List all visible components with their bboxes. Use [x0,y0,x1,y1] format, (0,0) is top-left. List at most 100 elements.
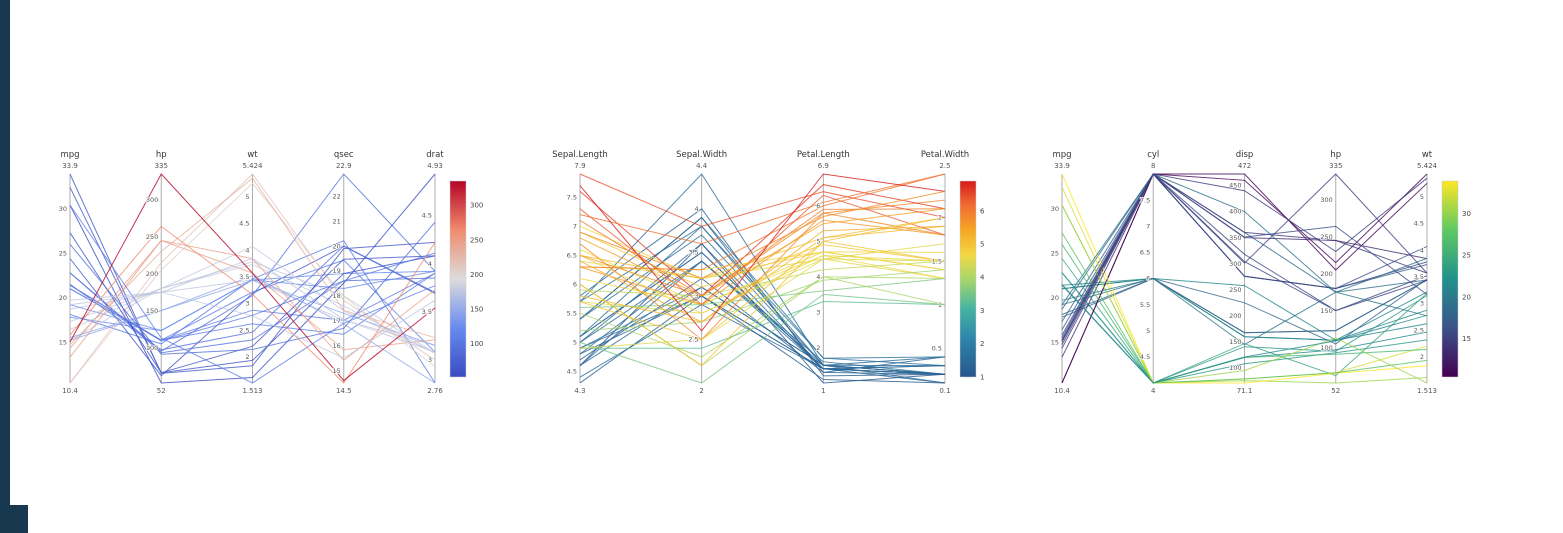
axis-tick-label: 200 [1229,312,1241,320]
axis-max-label: 5.424 [1417,162,1438,170]
data-line [1061,232,1428,384]
axis-tick-label: 1.5 [932,257,942,265]
data-line [579,260,946,297]
axis-tick-label: 4 [245,246,249,254]
colorbar-tick-label: 2 [980,340,984,348]
axis-min-label: 10.4 [1054,387,1070,395]
axis-title: Petal.Length [797,150,850,160]
axis-tick-label: 20 [332,242,340,250]
data-line [579,251,946,370]
axis-min-label: 14.5 [336,387,352,395]
axis-min-label: 10.4 [62,387,78,395]
data-line [69,240,436,384]
axis-tick-label: 3.5 [422,308,432,316]
axis-tick-label: 7 [573,222,577,230]
data-line [1061,277,1428,334]
axis-tick-label: 3 [816,308,820,316]
data-line [579,286,946,384]
axis-tick-label: 200 [146,270,158,278]
axis-tick-label: 300 [1229,260,1241,268]
axis-max-label: 335 [155,162,168,170]
data-line [579,269,946,332]
parallel-coordinates-svg[interactable]: Sepal.Length 7.9 4.3 4.5 5 5.5 6 6.5 7 7.5 Sepal.W… [530,130,1050,430]
data-line [69,275,436,384]
axis-max-label: 4.93 [427,162,443,170]
data-line [1061,173,1428,384]
data-line [69,173,436,352]
colorbar-tick-label: 150 [470,306,483,314]
axis-tick-label: 3.5 [688,249,698,257]
data-line [579,293,946,384]
axis-tick-label: 4.5 [239,220,249,228]
data-line [579,173,946,332]
colorbar-tick-label: 3 [980,307,984,315]
data-line [579,242,946,384]
axis-tick-label: 250 [1229,286,1241,294]
data-line [579,217,946,341]
axis-tick-label: 100 [1229,364,1241,372]
axis-max-label: 4.4 [696,162,708,170]
data-line [69,173,436,382]
axis-tick-label: 3.5 [1414,273,1424,281]
data-line [579,225,946,323]
data-line [579,258,946,314]
parcoords-chart-iris: Sepal.Length 7.9 4.3 4.5 5 5.5 6 6.5 7 7.5 Sepal.W… [530,130,1050,430]
axis-tick-label: 5.5 [1140,301,1150,309]
parcoords-chart-mtcars-hp: mpg 33.9 10.4 15 20 25 30 hp 335 52 100 150 200 250 30… [20,130,540,430]
axis-title: wt [1422,150,1433,160]
axis-tick-label: 300 [146,196,158,204]
axis-tick-label: 4.5 [422,212,432,220]
data-line [579,278,946,308]
axis-tick-label: 30 [1051,205,1059,213]
data-line [1061,277,1428,341]
axis-min-label: 52 [157,387,166,395]
colorbar-tick-label: 15 [1462,335,1471,343]
axis-max-label: 5.424 [242,162,263,170]
data-line [1061,284,1428,384]
axis-title: Sepal.Length [552,150,608,160]
axis-tick-label: 5 [245,193,249,201]
axis-tick-label: 100 [1320,344,1332,352]
axis-tick-label: 4 [816,273,820,281]
axis-tick-label: 20 [1051,294,1059,302]
axis-tick-label: 150 [1229,338,1241,346]
data-line [579,173,946,366]
axis-tick-label: 200 [1320,270,1332,278]
axis-tick-label: 25 [1051,249,1059,257]
axis-tick-label: 0.5 [932,344,942,352]
axis-tick-label: 3 [695,292,699,300]
axis-tick-label: 25 [59,249,67,257]
axis-tick-label: 2 [816,344,820,352]
data-line [579,225,946,367]
axis-tick-label: 30 [59,205,67,213]
axis-min-label: 1.513 [1417,387,1437,395]
colorbar-tick-label: 4 [980,274,985,282]
axis-tick-label: 100 [146,344,158,352]
axis-title: wt [247,150,258,160]
axis-tick-label: 4.5 [1140,353,1150,361]
colorbar-tick-label: 200 [470,271,483,279]
axis-tick-label: 400 [1229,208,1241,216]
axis-title: mpg [60,150,79,160]
axis-tick-label: 150 [1320,307,1332,315]
axis-tick-label: 3.5 [239,273,249,281]
axis-tick-label: 7.5 [567,193,577,201]
data-line [69,177,436,346]
axis-tick-label: 7.5 [1140,196,1150,204]
data-line [579,254,946,314]
colorbar-tick-label: 20 [1462,293,1471,301]
data-line [1061,258,1428,384]
axis-tick-label: 16 [332,342,340,350]
axis-min-label: 4 [1151,387,1156,395]
parallel-coordinates-svg[interactable]: mpg33.910.415202530cyl844.555.566.577.5d… [1012,130,1532,430]
axis-tick-label: 15 [332,367,340,375]
axis-tick-label: 4.5 [567,368,577,376]
axis-title: qsec [334,150,354,160]
data-line [579,194,946,306]
axis-tick-label: 21 [332,217,340,225]
parallel-coordinates-svg[interactable]: mpg33.910.415202530hp3355210015020025030… [20,130,540,430]
data-line [579,173,946,271]
axis-tick-label: 3 [245,300,249,308]
axis-tick-label: 3 [1420,300,1424,308]
axis-tick-label: 5 [816,238,820,246]
